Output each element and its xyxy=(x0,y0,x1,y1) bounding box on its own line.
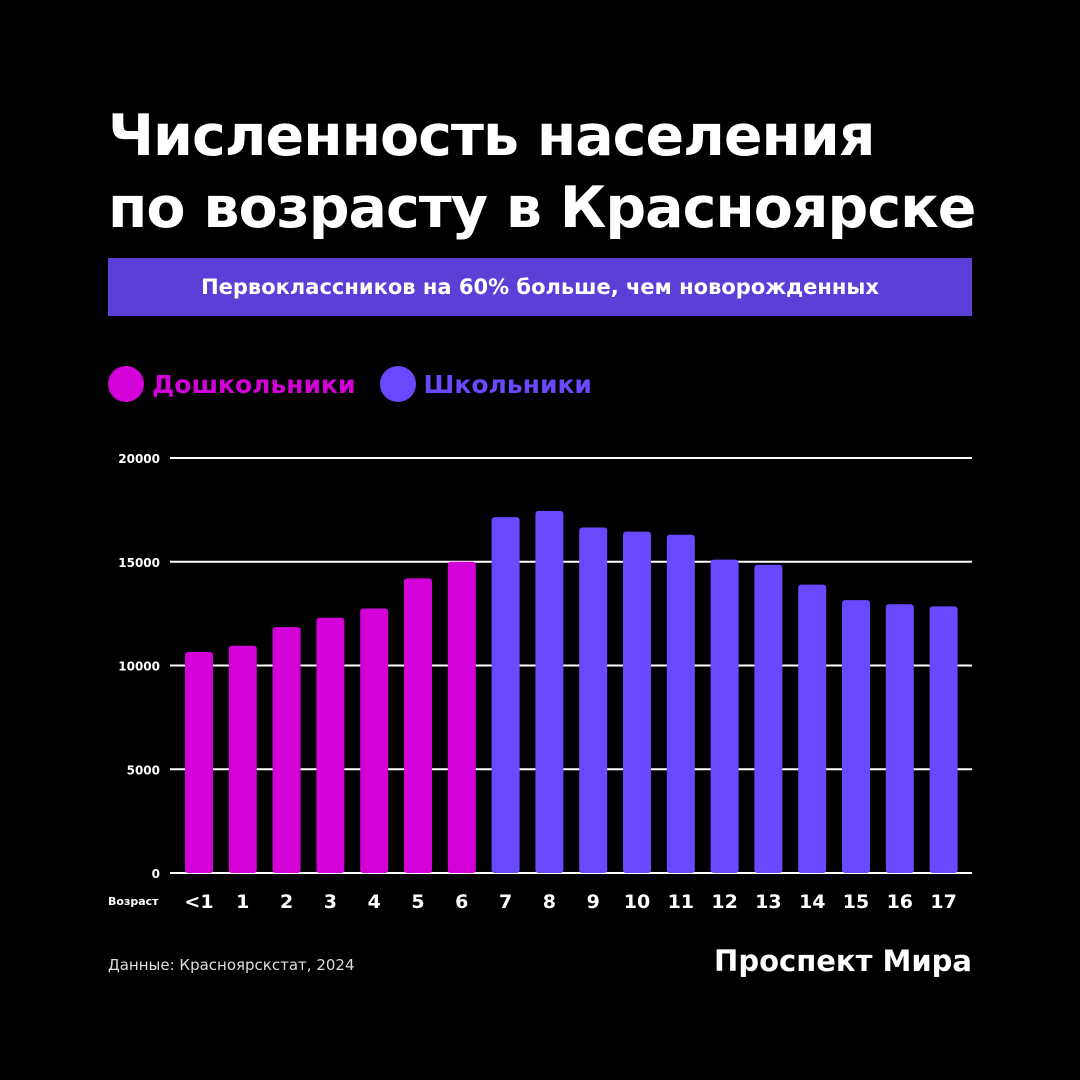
x-tick-label: 14 xyxy=(799,891,825,913)
x-tick-label: 7 xyxy=(499,891,512,913)
legend-item-school: Школьники xyxy=(379,366,592,402)
x-tick-label: 6 xyxy=(455,891,468,913)
brand-logo: Проспект Мира xyxy=(714,944,972,978)
x-tick-label: 13 xyxy=(755,891,781,913)
x-tick-label: 5 xyxy=(411,891,424,913)
x-tick-label: <1 xyxy=(184,891,213,913)
bar-1 xyxy=(228,645,257,873)
x-tick-label: 16 xyxy=(887,891,913,913)
bar-17 xyxy=(929,606,958,873)
bar-12 xyxy=(710,559,739,873)
x-tick-label: 8 xyxy=(543,891,556,913)
x-tick-label: 1 xyxy=(236,891,249,913)
x-tick-label: 4 xyxy=(368,891,381,913)
bar-11 xyxy=(666,534,695,873)
y-tick-label: 10000 xyxy=(118,660,160,674)
data-source: Данные: Красноярскстат, 2024 xyxy=(108,956,355,974)
bar-15 xyxy=(842,600,870,873)
chart-title: Численность населения по возрасту в Крас… xyxy=(108,100,988,244)
y-tick-label: 20000 xyxy=(118,452,160,466)
legend-label-preschool: Дошкольники xyxy=(152,369,356,399)
bar-13 xyxy=(754,564,783,873)
x-tick-label: 10 xyxy=(624,891,650,913)
subtitle-text: Первоклассников на 60% больше, чем новор… xyxy=(201,275,879,299)
legend-dot-preschool xyxy=(108,366,144,402)
x-tick-label: 12 xyxy=(711,891,737,913)
x-tick-label: 11 xyxy=(668,891,694,913)
bar-9 xyxy=(579,527,608,873)
bar-<1 xyxy=(185,652,213,873)
bar-16 xyxy=(885,604,914,873)
x-tick-label: 3 xyxy=(324,891,337,913)
bar-2 xyxy=(272,627,301,873)
bar-5 xyxy=(404,578,432,873)
y-tick-label: 5000 xyxy=(127,763,160,777)
bar-7 xyxy=(491,517,520,873)
legend-dot-school xyxy=(379,366,416,402)
y-tick-label: 0 xyxy=(152,867,160,881)
bar-4 xyxy=(360,608,389,873)
bar-10 xyxy=(623,531,651,873)
x-tick-label: 17 xyxy=(930,891,956,913)
bar-6 xyxy=(447,561,476,873)
legend-item-preschool: Дошкольники xyxy=(108,366,356,402)
x-axis-label: Возраст xyxy=(108,895,159,908)
x-tick-label: 15 xyxy=(843,891,869,913)
x-tick-label: 2 xyxy=(280,891,293,913)
bar-8 xyxy=(535,510,564,873)
subtitle-banner: Первоклассников на 60% больше, чем новор… xyxy=(108,258,972,316)
x-tick-label: 9 xyxy=(587,891,600,913)
legend-label-school: Школьники xyxy=(423,369,592,399)
legend: Дошкольники Школьники xyxy=(108,366,602,402)
title-line-2: по возрасту в Красноярске xyxy=(108,175,976,241)
bar-14 xyxy=(798,584,827,873)
title-line-1: Численность населения xyxy=(108,103,875,169)
y-tick-label: 15000 xyxy=(118,556,160,570)
bar-3 xyxy=(316,617,345,873)
